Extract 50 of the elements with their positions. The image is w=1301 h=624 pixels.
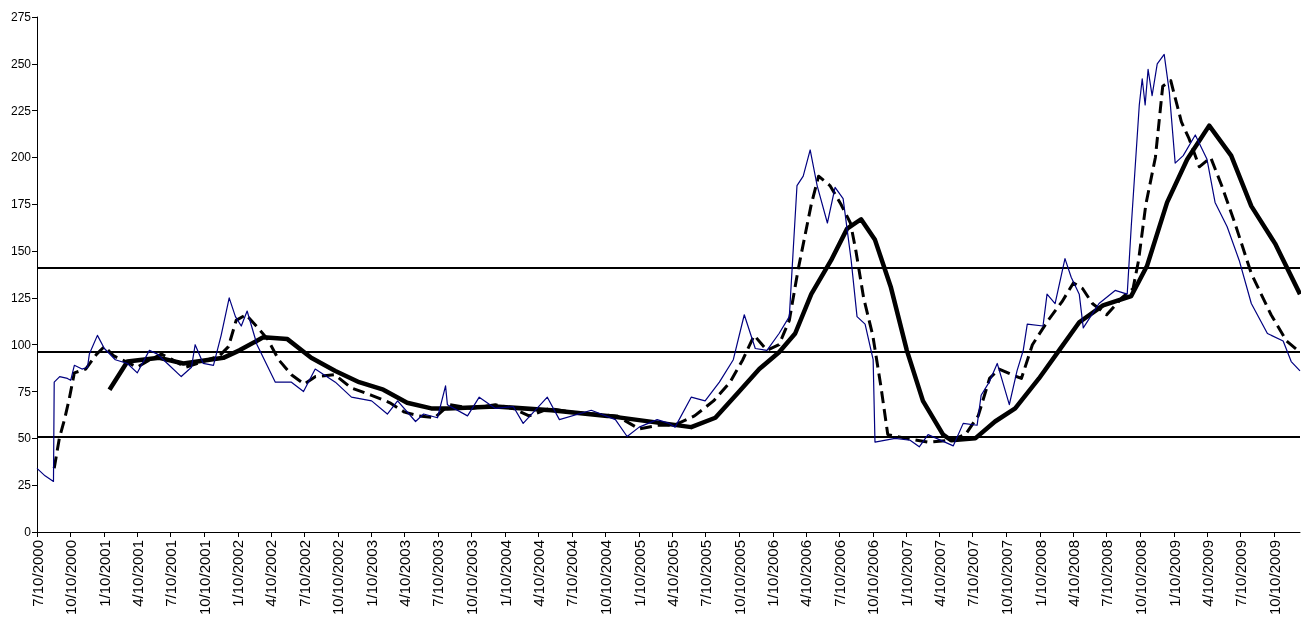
- x-tick-label: 1/10/2001: [95, 540, 113, 607]
- y-tick-label: 225: [10, 103, 32, 118]
- x-tick-label: 10/10/2005: [730, 540, 748, 616]
- x-tick-label: 7/10/2007: [964, 540, 982, 607]
- x-tick-label: 10/10/2002: [329, 540, 347, 616]
- x-tick-label: 7/10/2000: [28, 540, 46, 607]
- y-tick-label: 75: [17, 384, 32, 399]
- x-tick-label: 10/10/2008: [1131, 540, 1149, 616]
- y-tick-label: 175: [10, 197, 32, 212]
- y-tick-label: 200: [10, 150, 32, 165]
- x-tick-label: 1/10/2008: [1031, 540, 1049, 607]
- x-tick-label: 10/10/2003: [463, 540, 481, 616]
- y-tick-label: 50: [17, 431, 32, 446]
- x-tick-label: 7/10/2001: [162, 540, 180, 607]
- x-tick-label: 4/10/2003: [396, 540, 414, 607]
- x-tick-label: 1/10/2004: [496, 540, 514, 607]
- x-tick-label: 7/10/2009: [1231, 540, 1249, 607]
- x-tick-label: 7/10/2002: [295, 540, 313, 607]
- x-tick-label: 7/10/2003: [429, 540, 447, 607]
- x-tick-label: 10/10/2004: [597, 540, 615, 616]
- x-tick-label: 4/10/2009: [1198, 540, 1216, 607]
- x-tick-label: 10/10/2001: [195, 540, 213, 616]
- y-tick-label: 150: [10, 244, 32, 259]
- x-tick-label: 4/10/2005: [663, 540, 681, 607]
- y-tick-label: 275: [10, 10, 32, 24]
- x-tick-label: 4/10/2007: [930, 540, 948, 607]
- x-tick-label: 7/10/2004: [563, 540, 581, 607]
- x-tick-label: 10/10/2000: [62, 540, 80, 616]
- x-tick-label: 4/10/2006: [797, 540, 815, 607]
- x-tick-label: 4/10/2002: [262, 540, 280, 607]
- x-tick-label: 1/10/2009: [1165, 540, 1183, 607]
- x-tick-label: 10/10/2006: [864, 540, 882, 616]
- y-tick-label: 0: [24, 525, 32, 539]
- x-tick-label: 10/10/2007: [997, 540, 1015, 616]
- x-tick-label: 7/10/2008: [1098, 540, 1116, 607]
- x-tick-label: 4/10/2004: [530, 540, 548, 607]
- x-tick-label: 1/10/2007: [897, 540, 915, 607]
- x-tick-label: 10/10/2009: [1265, 540, 1283, 616]
- x-tick-label: 7/10/2006: [830, 540, 848, 607]
- x-tick-label: 1/10/2005: [630, 540, 648, 607]
- x-tick-label: 1/10/2002: [229, 540, 247, 607]
- x-tick-label: 1/10/2006: [764, 540, 782, 607]
- x-tick-label: 4/10/2001: [128, 540, 146, 607]
- y-tick-label: 250: [10, 56, 32, 71]
- y-tick-label: 125: [10, 290, 32, 305]
- x-tick-label: 1/10/2003: [363, 540, 381, 607]
- y-tick-label: 100: [10, 337, 32, 352]
- x-tick-label: 7/10/2005: [696, 540, 714, 607]
- x-tick-label: 4/10/2008: [1064, 540, 1082, 607]
- y-tick-label: 25: [17, 478, 32, 493]
